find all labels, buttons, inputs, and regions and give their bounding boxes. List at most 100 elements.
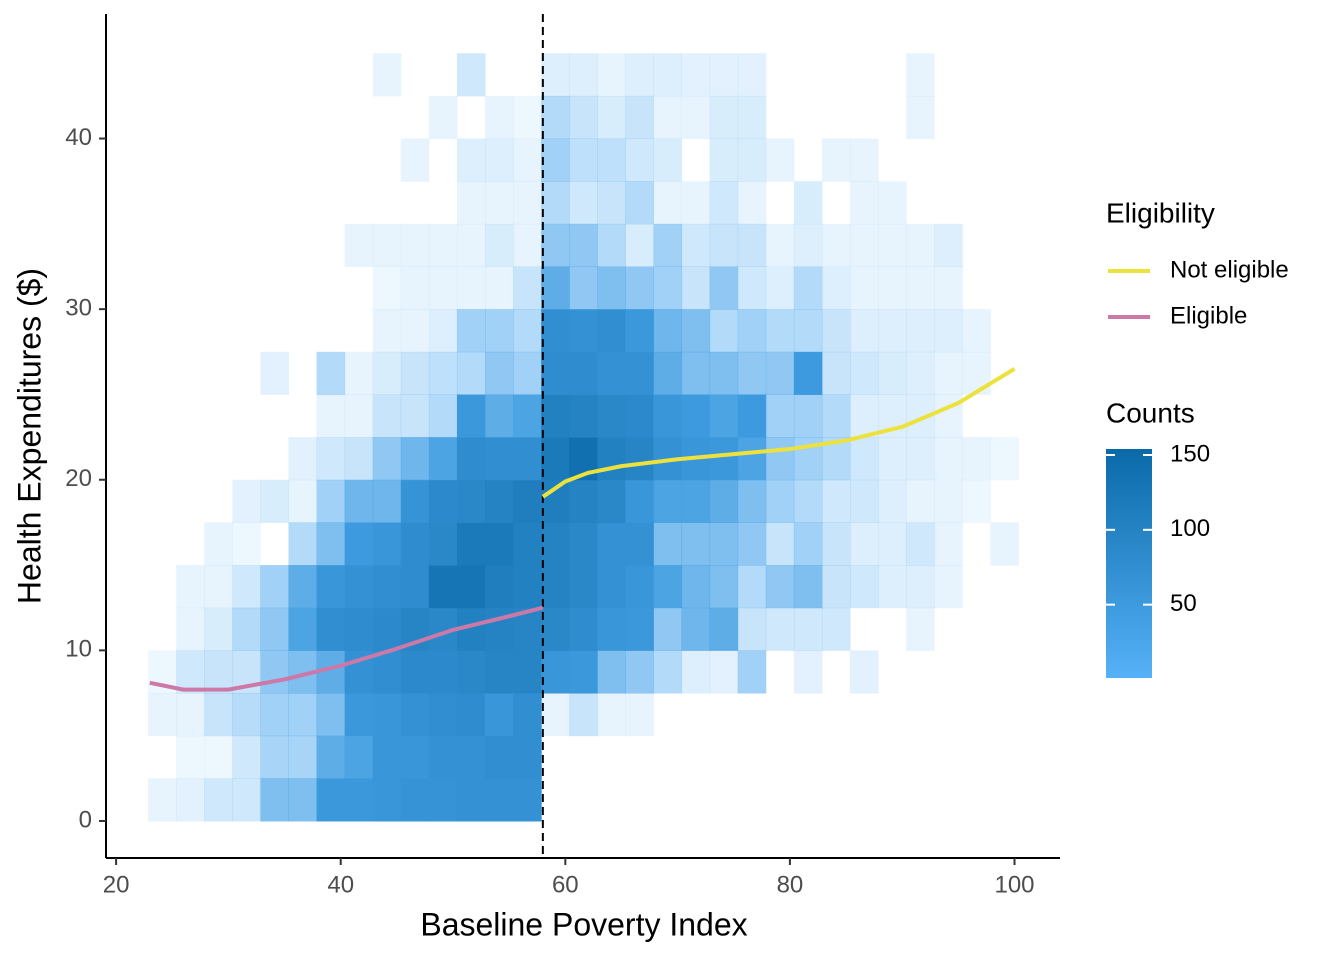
x-tick-label: 40 (327, 871, 354, 898)
x-tick-label: 60 (552, 871, 579, 898)
bin-cell (709, 437, 739, 481)
bin-cell (428, 778, 458, 822)
bin-cell (962, 437, 991, 481)
bin-cell (400, 223, 430, 268)
y-tick-label: 30 (65, 294, 92, 321)
bin-cell (681, 565, 711, 609)
bin-cell (428, 479, 458, 523)
colorbar (1106, 449, 1152, 678)
bin-cell (709, 95, 739, 140)
bin-cell (597, 309, 626, 353)
bin-cell (541, 650, 570, 694)
bin-cell (597, 351, 626, 395)
bin-cell (737, 309, 767, 353)
bin-cell (597, 522, 626, 566)
bin-cell (428, 223, 458, 268)
bin-cell (541, 266, 570, 310)
bin-cell (400, 266, 430, 310)
bin-cell (316, 565, 346, 609)
bin-cell (653, 138, 683, 182)
bin-cell (709, 565, 739, 609)
bin-cell (428, 650, 458, 694)
bin-cell (737, 565, 767, 609)
bin-cell (597, 650, 626, 694)
bin-cell (821, 138, 851, 182)
bin-cell (428, 693, 458, 737)
bin-cell (934, 479, 963, 523)
bin-cell (737, 437, 767, 481)
bin-cell (625, 394, 654, 438)
bin-cell (316, 778, 346, 822)
bin-cell (653, 266, 683, 310)
bin-cell (821, 223, 851, 268)
bin-cell (597, 479, 626, 523)
y-axis-title: Health Expenditures ($) (11, 268, 47, 604)
bin-cell (906, 479, 935, 523)
bin-cell (344, 693, 374, 737)
bin-cell (344, 479, 374, 523)
bin-cell (625, 607, 654, 651)
bin-cell (428, 351, 458, 395)
bin-cell (681, 223, 711, 268)
bin-cell (709, 266, 739, 310)
bin-cell (990, 437, 1019, 481)
bin-cell (456, 223, 486, 268)
series-line (149, 605, 544, 692)
bin-cell (541, 351, 570, 395)
bin-cell (625, 351, 654, 395)
colorbar-label: 100 (1170, 515, 1210, 542)
bin-cell (232, 565, 261, 609)
bin-cell (765, 565, 795, 609)
bin-cell (288, 522, 318, 566)
bin-cell (709, 53, 739, 97)
bin-cell (597, 437, 626, 481)
bin-cell (569, 223, 598, 268)
bin-cell (485, 693, 514, 737)
bin-cell (934, 309, 963, 353)
bin-cell (821, 607, 851, 651)
bin-cell (541, 394, 570, 438)
bin-cell (541, 607, 570, 651)
bin-cell (400, 650, 430, 694)
bin-cell (737, 138, 767, 182)
bin-cell (849, 223, 879, 268)
bin-cell (765, 394, 795, 438)
bin-cell (878, 437, 907, 481)
bin-cell (597, 693, 626, 737)
colorbar-title: Counts (1106, 397, 1195, 428)
bin-cell (849, 437, 879, 481)
bin-cell (428, 565, 458, 609)
bin-cell (821, 309, 851, 353)
bin-cell (737, 266, 767, 310)
bin-cell (485, 351, 514, 395)
bin-cell (906, 223, 935, 268)
bin-cell (541, 223, 570, 268)
bin-cell (513, 522, 542, 566)
legend-label: Eligible (1170, 302, 1247, 329)
bin-cell (400, 394, 430, 438)
bin-cell (456, 309, 486, 353)
bin-cell (456, 522, 486, 566)
bin-cell (737, 479, 767, 523)
bin-cell (232, 693, 261, 737)
bin-cell (485, 266, 514, 310)
bin-cell (625, 522, 654, 566)
bin-cell (849, 351, 879, 395)
bin-cell (148, 778, 177, 822)
bin-cell (709, 138, 739, 182)
bin-cell (737, 53, 767, 97)
bin-cell (400, 778, 430, 822)
bin-cell (709, 351, 739, 395)
bin-cell (485, 95, 514, 140)
bin-cell (849, 181, 879, 225)
bin-cell (400, 479, 430, 523)
bin-cell (653, 522, 683, 566)
bin-cell (765, 522, 795, 566)
bin-cell (681, 607, 711, 651)
bin-cell (541, 693, 570, 737)
bin-cell (681, 181, 711, 225)
bin-cell (990, 522, 1019, 566)
bin-cell (681, 394, 711, 438)
bin-cell (878, 223, 907, 268)
legend-title: Eligibility (1106, 197, 1215, 228)
